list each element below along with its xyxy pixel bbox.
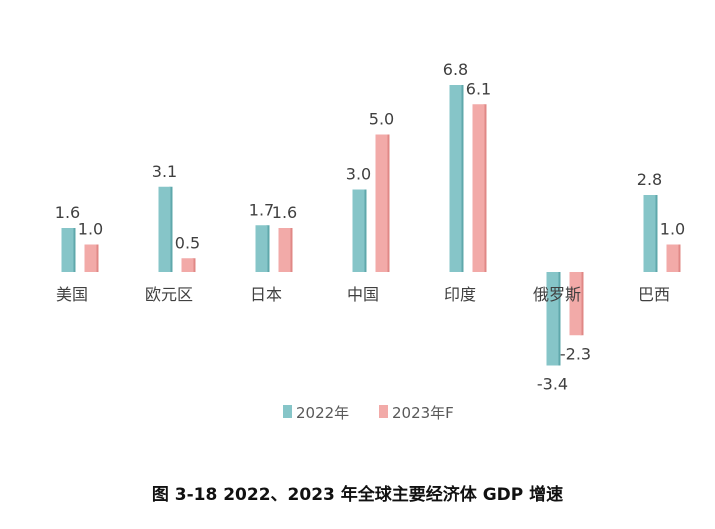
category-label: 俄罗斯	[533, 285, 581, 304]
bar-side	[557, 272, 561, 366]
bar-side	[95, 244, 99, 272]
bar	[546, 272, 559, 366]
data-label: 1.0	[660, 220, 685, 239]
category-label: 日本	[250, 285, 282, 304]
legend-label-2022: 2022年	[296, 404, 349, 422]
data-label: 3.0	[346, 165, 371, 184]
data-label: -2.3	[560, 344, 591, 363]
bar	[158, 186, 171, 272]
legend-swatch-2022	[283, 405, 292, 418]
category-labels: 美国 欧元区 日本 中国 印度 俄罗斯 巴西	[56, 285, 670, 304]
data-label: 3.1	[152, 162, 177, 181]
legend: 2022年 2023年F	[283, 404, 454, 422]
data-label: 5.0	[369, 110, 394, 129]
bar	[278, 228, 291, 272]
bar	[666, 244, 679, 272]
data-label: 1.0	[78, 220, 103, 239]
bar-side	[677, 244, 681, 272]
category-label: 欧元区	[145, 285, 193, 304]
bar-side	[72, 228, 76, 272]
value-labels: 1.61.03.10.51.71.63.05.06.86.1-3.4-2.32.…	[55, 60, 685, 394]
figure-caption: 图 3-18 2022、2023 年全球主要经济体 GDP 增速	[151, 485, 564, 505]
category-label: 印度	[444, 285, 476, 304]
bar-side	[192, 258, 196, 272]
data-label: 0.5	[175, 233, 200, 252]
category-label: 中国	[347, 285, 379, 304]
bar	[569, 272, 582, 336]
bar	[255, 225, 268, 272]
bar	[181, 258, 194, 272]
bar	[375, 134, 388, 272]
data-label: -3.4	[537, 375, 568, 394]
bar-side	[460, 85, 464, 272]
bar	[449, 85, 462, 272]
bar-side	[266, 225, 270, 272]
bar	[472, 104, 485, 272]
bar	[61, 228, 74, 272]
data-label: 2.8	[637, 170, 662, 189]
bar-side	[483, 104, 487, 272]
bars-layer	[61, 85, 681, 366]
data-label: 6.1	[466, 79, 491, 98]
bar	[352, 189, 365, 272]
bar-side	[654, 195, 658, 272]
category-label: 美国	[56, 285, 88, 304]
bar-side	[169, 186, 173, 272]
data-label: 1.6	[272, 203, 297, 222]
category-label: 巴西	[638, 285, 670, 304]
bar	[643, 195, 656, 272]
bar-side	[363, 189, 367, 272]
bar	[84, 244, 97, 272]
legend-swatch-2023	[379, 405, 388, 418]
data-label: 1.6	[55, 203, 80, 222]
data-label: 6.8	[443, 60, 468, 79]
bar-side	[289, 228, 293, 272]
bar-side	[386, 134, 390, 272]
legend-label-2023: 2023年F	[392, 404, 454, 422]
bar-side	[580, 272, 584, 336]
data-label: 1.7	[249, 200, 274, 219]
